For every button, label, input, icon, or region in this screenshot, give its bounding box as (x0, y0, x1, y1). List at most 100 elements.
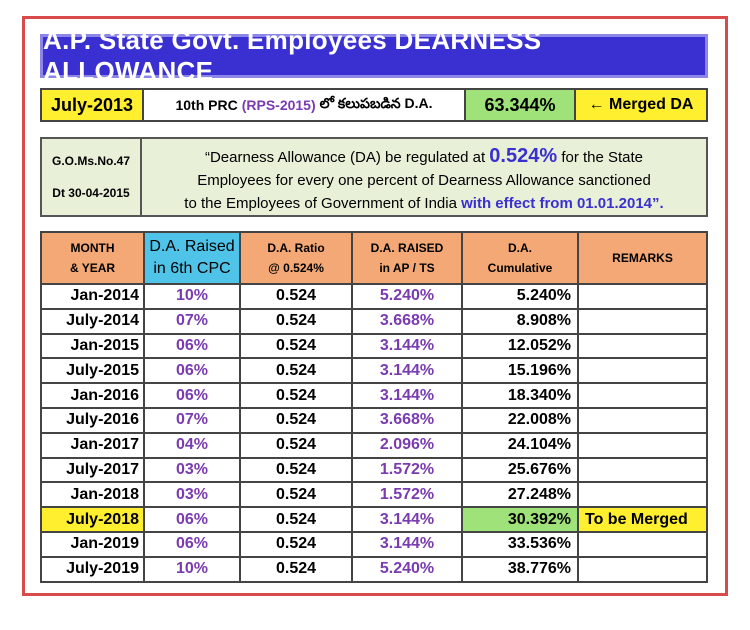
raised-cell: 3.144% (351, 332, 463, 360)
go-rate: 0.524% (489, 145, 558, 167)
cpc-cell: 10% (143, 555, 241, 583)
page-title: A.P. State Govt. Employees DEARNESS ALLO… (40, 25, 708, 86)
month-cell: July-2017 (40, 456, 145, 484)
month-cell: Jan-2016 (40, 382, 145, 409)
cpc-cell: 06% (143, 332, 241, 360)
cumulative-cell: 24.104% (461, 431, 579, 459)
month-cell: July-2014 (40, 307, 145, 335)
merge-description: 10th PRC (RPS-2015) లో కలుపబడిన D.A. (144, 90, 466, 120)
go-quote: “Dearness Allowance (DA) be regulated at… (142, 139, 706, 215)
cumulative-cell: 5.240% (461, 283, 579, 310)
table-header-row: MONTH & YEAR D.A. Raised in 6th CPC D.A. R… (40, 231, 708, 285)
raised-cell: 3.668% (351, 307, 463, 335)
table-row: July-2018 06% 0.524 3.144% 30.392% To be Merg… (40, 506, 708, 533)
raised-cell: 3.144% (351, 530, 463, 558)
month-cell: July-2015 (40, 357, 145, 385)
table-row: Jan-2014 10% 0.524 5.240% 5.240% (40, 283, 708, 310)
ratio-cell: 0.524 (239, 530, 353, 558)
raised-cell: 1.572% (351, 481, 463, 509)
table-row: July-2019 10% 0.524 5.240% 38.776% (40, 555, 708, 583)
raised-cell: 5.240% (351, 283, 463, 310)
month-cell: Jan-2017 (40, 431, 145, 459)
remark-cell (577, 406, 708, 434)
go-reference: G.O.Ms.No.47 Dt 30-04-2015 (42, 139, 142, 215)
cpc-cell: 07% (143, 307, 241, 335)
merged-da-row: July-2013 10th PRC (RPS-2015) లో కలుపబడి… (40, 88, 708, 122)
raised-cell: 2.096% (351, 431, 463, 459)
header-remarks: REMARKS (577, 231, 708, 285)
prc-label: 10th PRC (175, 97, 238, 113)
table-row: Jan-2015 06% 0.524 3.144% 12.052% (40, 332, 708, 360)
ratio-cell: 0.524 (239, 283, 353, 310)
cumulative-cell: 25.676% (461, 456, 579, 484)
table-row: July-2017 03% 0.524 1.572% 25.676% (40, 456, 708, 484)
header-ratio: D.A. Ratio @ 0.524% (239, 231, 353, 285)
cumulative-cell: 18.340% (461, 382, 579, 409)
remark-cell (577, 357, 708, 385)
header-month: MONTH & YEAR (40, 231, 145, 285)
cumulative-cell: 33.536% (461, 530, 579, 558)
month-cell: July-2019 (40, 555, 145, 583)
go-text-4: to the Employees of Government of India (184, 195, 457, 212)
header-raised: D.A. RAISED in AP / TS (351, 231, 463, 285)
ratio-cell: 0.524 (239, 506, 353, 533)
remark-cell (577, 456, 708, 484)
telugu-label: లో కలుపబడిన D.A. (319, 95, 433, 111)
raised-cell: 3.144% (351, 357, 463, 385)
go-effective: with effect from 01.01.2014”. (461, 195, 664, 212)
month-cell: Jan-2018 (40, 481, 145, 509)
cpc-cell: 06% (143, 357, 241, 385)
cumulative-cell: 12.052% (461, 332, 579, 360)
remark-cell (577, 481, 708, 509)
table-row: Jan-2016 06% 0.524 3.144% 18.340% (40, 382, 708, 409)
ratio-cell: 0.524 (239, 307, 353, 335)
table-body: Jan-2014 10% 0.524 5.240% 5.240% July-2014 07%… (40, 283, 708, 583)
cumulative-cell: 38.776% (461, 555, 579, 583)
raised-cell: 3.668% (351, 406, 463, 434)
raised-cell: 5.240% (351, 555, 463, 583)
remark-cell (577, 530, 708, 558)
ratio-cell: 0.524 (239, 406, 353, 434)
ratio-cell: 0.524 (239, 332, 353, 360)
remark-cell (577, 382, 708, 409)
cpc-cell: 03% (143, 456, 241, 484)
go-number: G.O.Ms.No.47 (51, 154, 131, 168)
da-table: MONTH & YEAR D.A. Raised in 6th CPC D.A. R… (40, 231, 708, 583)
cumulative-cell: 8.908% (461, 307, 579, 335)
merged-da-label: ← Merged DA (576, 90, 706, 120)
ratio-cell: 0.524 (239, 431, 353, 459)
table-row: July-2014 07% 0.524 3.668% 8.908% (40, 307, 708, 335)
header-cpc: D.A. Raised in 6th CPC (143, 231, 241, 285)
remark-cell: To be Merged (577, 506, 708, 533)
cumulative-cell: 22.008% (461, 406, 579, 434)
go-date: Dt 30-04-2015 (52, 186, 130, 200)
cpc-cell: 06% (143, 382, 241, 409)
month-cell: Jan-2014 (40, 283, 145, 310)
cumulative-cell: 30.392% (461, 506, 579, 533)
remark-cell (577, 431, 708, 459)
go-text-2: for the State (561, 149, 644, 166)
merge-month: July-2013 (42, 90, 144, 120)
cpc-cell: 03% (143, 481, 241, 509)
ratio-cell: 0.524 (239, 481, 353, 509)
cumulative-cell: 27.248% (461, 481, 579, 509)
remark-cell (577, 332, 708, 360)
header-cumulative: D.A. Cumulative (461, 231, 579, 285)
raised-cell: 3.144% (351, 506, 463, 533)
remark-cell (577, 307, 708, 335)
cpc-cell: 10% (143, 283, 241, 310)
month-cell: Jan-2019 (40, 530, 145, 558)
rps-label: (RPS-2015) (241, 97, 316, 113)
cpc-cell: 07% (143, 406, 241, 434)
remark-cell (577, 555, 708, 583)
merge-value: 63.344% (466, 90, 576, 120)
table-row: Jan-2019 06% 0.524 3.144% 33.536% (40, 530, 708, 558)
month-cell: Jan-2015 (40, 332, 145, 360)
table-row: July-2015 06% 0.524 3.144% 15.196% (40, 357, 708, 385)
cpc-cell: 06% (143, 506, 241, 533)
raised-cell: 3.144% (351, 382, 463, 409)
ratio-cell: 0.524 (239, 382, 353, 409)
cumulative-cell: 15.196% (461, 357, 579, 385)
ratio-cell: 0.524 (239, 357, 353, 385)
ratio-cell: 0.524 (239, 555, 353, 583)
